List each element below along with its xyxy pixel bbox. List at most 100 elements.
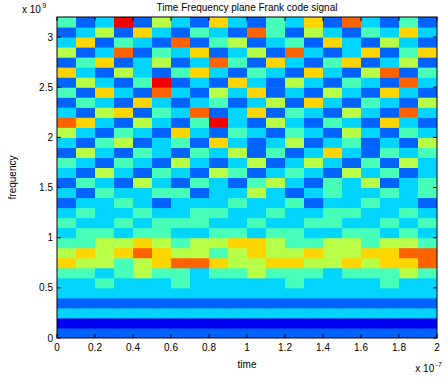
- cell: [304, 208, 324, 219]
- cell: [304, 27, 324, 38]
- cell: [152, 57, 172, 68]
- cell: [133, 27, 153, 38]
- cell: [399, 137, 419, 148]
- cell: [114, 157, 134, 168]
- cell: [133, 57, 153, 68]
- cell: [190, 198, 210, 209]
- cell: [114, 328, 134, 338]
- cell: [247, 107, 267, 118]
- cell: [228, 87, 248, 98]
- cell: [152, 278, 172, 289]
- cell: [323, 188, 343, 199]
- cell: [323, 318, 343, 329]
- cell: [418, 258, 437, 269]
- cell: [171, 328, 191, 338]
- cell: [76, 157, 96, 168]
- cell: [57, 67, 77, 78]
- cell: [304, 137, 324, 148]
- cell: [418, 328, 437, 338]
- cell: [380, 318, 400, 329]
- cell: [247, 218, 267, 229]
- cell: [285, 157, 305, 168]
- cell: [133, 288, 153, 299]
- cell: [266, 77, 286, 88]
- cell: [361, 167, 381, 178]
- cell: [380, 328, 400, 338]
- cell: [76, 117, 96, 128]
- cell: [114, 87, 134, 98]
- y-tick-label: 2.5: [39, 82, 53, 93]
- y-tick: [433, 137, 437, 138]
- cell: [399, 37, 419, 48]
- cell: [342, 157, 362, 168]
- cell: [152, 27, 172, 38]
- cell: [114, 268, 134, 279]
- cell: [342, 97, 362, 108]
- cell: [209, 147, 229, 158]
- cell: [190, 228, 210, 239]
- cell: [152, 218, 172, 229]
- cell: [418, 308, 437, 319]
- cell: [418, 137, 437, 148]
- cell: [152, 87, 172, 98]
- cell: [247, 278, 267, 289]
- cell: [76, 147, 96, 158]
- cell: [209, 208, 229, 219]
- cell: [209, 308, 229, 319]
- cell: [380, 47, 400, 58]
- x-tick-label: 1.8: [392, 342, 406, 353]
- x-tick: [323, 17, 324, 21]
- cell: [133, 47, 153, 58]
- cell: [171, 258, 191, 269]
- cell: [418, 97, 437, 108]
- cell: [266, 218, 286, 229]
- chart: 00.20.40.60.811.21.41.61.8200.511.522.53…: [0, 0, 448, 377]
- cell: [95, 258, 115, 269]
- cell: [247, 127, 267, 138]
- cell: [323, 298, 343, 309]
- cell: [399, 87, 419, 98]
- cell: [171, 288, 191, 299]
- x-tick-label: 0.8: [202, 342, 216, 353]
- cell: [228, 288, 248, 299]
- cell: [57, 188, 77, 199]
- x-tick: [133, 334, 134, 338]
- cell: [266, 288, 286, 299]
- cell: [57, 77, 77, 88]
- cell: [171, 178, 191, 189]
- cell: [247, 117, 267, 128]
- cell: [361, 198, 381, 209]
- x-tick: [247, 17, 248, 21]
- cell: [95, 228, 115, 239]
- cell: [323, 228, 343, 239]
- cell: [209, 268, 229, 279]
- cell: [247, 328, 267, 338]
- cells: [57, 17, 437, 338]
- cell: [361, 27, 381, 38]
- cell: [285, 27, 305, 38]
- cell: [361, 127, 381, 138]
- cell: [342, 238, 362, 249]
- cell: [95, 37, 115, 48]
- y-tick-label: 0: [47, 333, 53, 344]
- cell: [228, 67, 248, 78]
- cell: [114, 37, 134, 48]
- cell: [171, 238, 191, 249]
- cell: [114, 97, 134, 108]
- cell: [361, 37, 381, 48]
- cell: [209, 87, 229, 98]
- cell: [76, 97, 96, 108]
- cell: [380, 107, 400, 118]
- cell: [57, 238, 77, 249]
- cell: [76, 167, 96, 178]
- cell: [95, 178, 115, 189]
- cell: [361, 228, 381, 239]
- cell: [266, 318, 286, 329]
- cell: [247, 248, 267, 259]
- cell: [266, 27, 286, 38]
- cell: [133, 318, 153, 329]
- cell: [57, 87, 77, 98]
- cell: [323, 258, 343, 269]
- cell: [57, 37, 77, 48]
- cell: [418, 208, 437, 219]
